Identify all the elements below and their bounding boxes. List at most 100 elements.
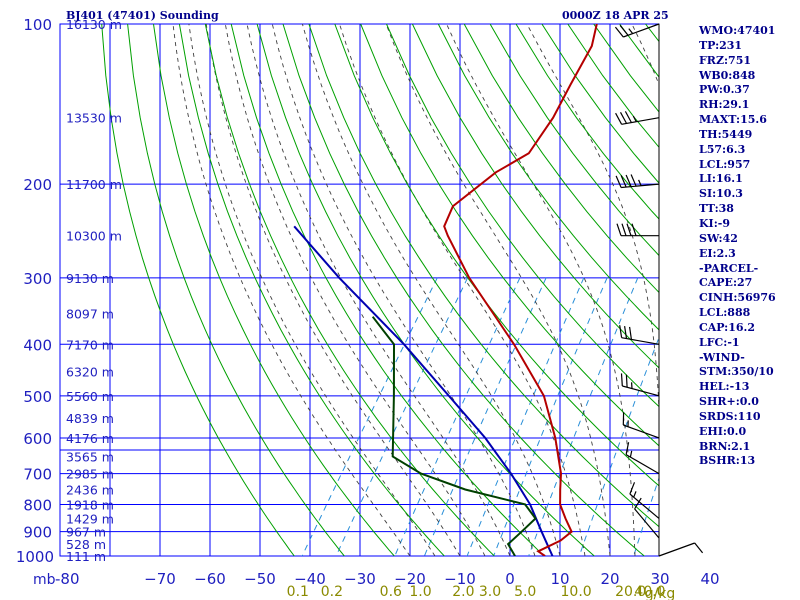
- index-item: LCL:888: [699, 306, 751, 320]
- barb-flag: [615, 112, 623, 125]
- temperature-profile-line: [443, 24, 598, 556]
- height-label: 8097 m: [66, 306, 114, 321]
- moist-adiabat: [188, 24, 436, 556]
- mixing-ratio-label: 1.0: [409, 584, 431, 600]
- index-item: RH:29.1: [699, 98, 750, 112]
- mixing-ratio-line: [301, 277, 438, 556]
- index-item: MAXT:15.6: [699, 113, 767, 127]
- pressure-tick-label: 400: [23, 336, 52, 354]
- barb-half-flag: [628, 28, 634, 34]
- barb-flag: [634, 497, 642, 510]
- pressure-tick-label: 600: [23, 430, 52, 448]
- barb-flag: [625, 174, 632, 187]
- barb-flag: [626, 223, 632, 236]
- height-label: 967 m: [66, 525, 106, 540]
- barb-staff: [621, 183, 660, 189]
- temperature-tick-label: −10: [444, 570, 476, 588]
- height-label: 16130 m: [66, 17, 122, 32]
- temperature-tick-label: 20: [600, 570, 619, 588]
- index-item: WB0:848: [699, 68, 756, 82]
- dry-adiabat: [101, 24, 295, 556]
- pressure-unit-label: mb: [33, 572, 56, 588]
- pressure-tick-label: 200: [23, 176, 52, 194]
- barb-flag: [619, 112, 628, 124]
- pressure-tick-label: 300: [23, 270, 52, 288]
- mixing-ratio-label: 40.0: [634, 584, 665, 600]
- index-item: SW:42: [699, 231, 738, 245]
- wind-barb: [614, 23, 660, 38]
- temperature-tick-label: 40: [700, 570, 719, 588]
- barb-flag: [620, 175, 627, 188]
- temperature-tick-label: 0: [505, 570, 515, 588]
- mixing-ratio-axis-labels: 0.1 0.2 0.6 1.0 2.0 3.0 5.0 10.0 20.040.0g/kg: [287, 584, 676, 600]
- temperature-tick-label: −50: [244, 570, 276, 588]
- height-label: 13530 m: [66, 111, 122, 126]
- height-label: 6320 m: [66, 365, 114, 380]
- temperature-tick-label: −30: [344, 570, 376, 588]
- index-item: PW:0.37: [699, 83, 750, 97]
- wind-barb: [634, 497, 660, 539]
- temperature-tick-label: −70: [144, 570, 176, 588]
- height-label: 1429 m: [66, 511, 114, 526]
- barb-half-flag: [632, 115, 637, 122]
- barb-flag: [615, 175, 622, 188]
- barb-flag: [614, 26, 624, 38]
- isobar-isotherm-grid: [59, 23, 660, 557]
- height-label: 1918 m: [66, 497, 114, 512]
- mixing-ratio-label: 0.2: [321, 584, 343, 600]
- barb-flag: [619, 25, 629, 36]
- pressure-tick-label: 1000: [16, 548, 54, 566]
- barb-flag: [629, 326, 632, 340]
- index-item: -PARCEL-: [699, 261, 759, 275]
- moist-adiabat: [526, 24, 659, 420]
- barb-flag: [619, 325, 623, 338]
- height-label: 4839 m: [66, 411, 114, 426]
- dry-adiabat: [178, 24, 445, 556]
- wind-barb: [615, 174, 660, 189]
- barb-flag: [624, 326, 628, 339]
- mixing-ratio-line: [335, 277, 469, 556]
- moist-adiabat: [246, 24, 511, 556]
- barb-flag: [625, 442, 630, 455]
- index-item: -WIND-: [699, 350, 745, 364]
- index-item: LFC:-1: [699, 335, 740, 349]
- index-item: BRN:2.1: [699, 439, 751, 453]
- dry-adiabat: [204, 24, 496, 556]
- index-item: KI:-9: [699, 216, 730, 230]
- index-item: SHR+:0.0: [699, 395, 759, 409]
- wind-barb: [629, 482, 660, 519]
- height-label: 4176 m: [66, 431, 114, 446]
- barb-flag: [620, 373, 623, 387]
- dry-adiabat: [308, 24, 659, 528]
- index-item: SI:10.3: [699, 187, 743, 201]
- index-item: TH:5449: [699, 127, 753, 141]
- wind-barb: [615, 111, 660, 125]
- barb-flag: [625, 374, 628, 388]
- mixing-ratio-line: [394, 277, 521, 556]
- pressure-tick-label: 500: [23, 388, 52, 406]
- barb-staff: [623, 424, 660, 439]
- dry-adiabat: [411, 24, 659, 369]
- barb-flag: [621, 223, 627, 236]
- dry-adiabat: [256, 24, 596, 556]
- wind-barb: [620, 373, 660, 397]
- mixing-ratio-line: [528, 277, 639, 556]
- moist-adiabat-lines: [172, 24, 659, 556]
- moist-adiabat: [271, 24, 536, 556]
- index-item: HEL:-13: [699, 380, 750, 394]
- height-label: 7170 m: [66, 337, 114, 352]
- moist-adiabat: [385, 24, 611, 556]
- wind-barb: [616, 223, 660, 237]
- dry-adiabat: [489, 24, 659, 257]
- height-label: 2985 m: [66, 467, 114, 482]
- mixing-ratio-label: 5.0: [514, 584, 536, 600]
- barb-staff: [658, 542, 695, 557]
- barb-staff: [623, 23, 660, 38]
- index-item: LCL:957: [699, 157, 751, 171]
- height-label: 10300 m: [66, 229, 122, 244]
- barb-staff: [621, 117, 660, 125]
- barb-staff: [634, 508, 660, 539]
- pressure-axis-labels: 100 200 300 400 500 600 700 800 900 1000: [16, 16, 54, 566]
- dry-adiabat: [334, 24, 659, 487]
